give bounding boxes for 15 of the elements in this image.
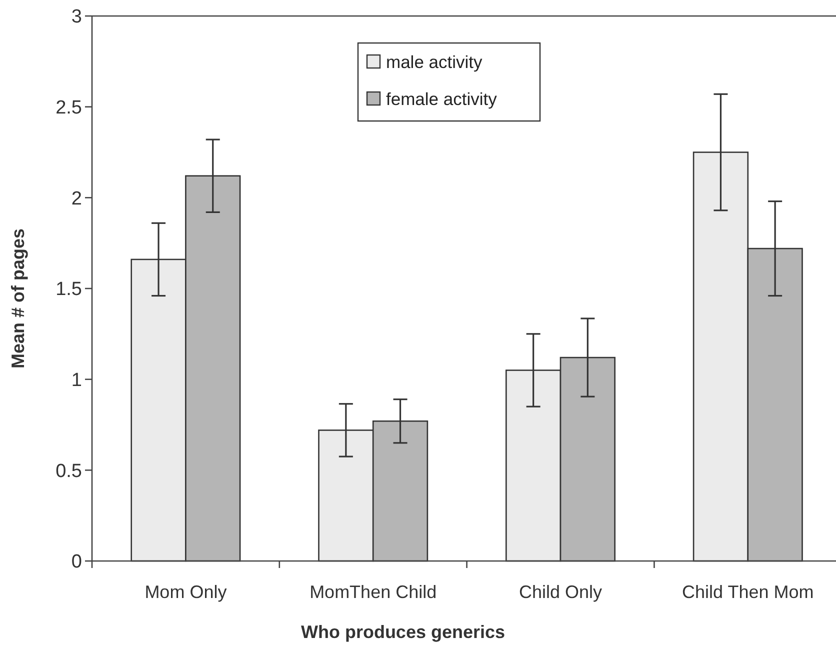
y-tick-label: 1.5	[56, 279, 82, 300]
y-tick-label: 1	[71, 370, 82, 391]
x-tick-label: Child Then Mom	[682, 582, 814, 602]
legend-label: female activity	[386, 89, 498, 109]
y-tick-label: 2	[71, 188, 82, 210]
y-tick-label: 0.5	[56, 460, 82, 482]
legend-label: male activity	[386, 52, 483, 72]
x-axis-title: Who produces generics	[300, 622, 506, 642]
y-tick-label: 3	[71, 6, 82, 28]
y-tick-label: 2.5	[56, 97, 82, 118]
x-tick-label: MomThen Child	[310, 582, 437, 602]
y-tick-label: 0	[71, 552, 82, 573]
x-tick-label: Child Only	[518, 582, 602, 602]
y-axis-title: Mean # of pages	[8, 228, 28, 369]
x-tick-label: Mom Only	[144, 582, 227, 602]
